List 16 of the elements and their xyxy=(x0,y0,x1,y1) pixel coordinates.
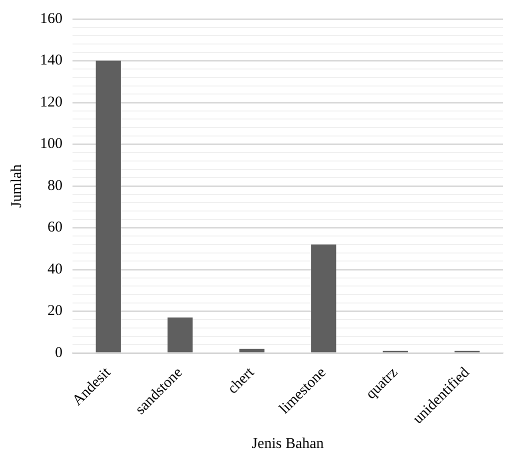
y-tick-label: 40 xyxy=(48,261,62,278)
y-tick-label: 160 xyxy=(40,10,62,27)
x-tick-label: chert xyxy=(224,364,258,398)
bar xyxy=(239,348,264,352)
x-axis-title: Jenis Bahan xyxy=(252,436,324,452)
y-tick-label: 0 xyxy=(55,344,62,361)
y-tick-label: 140 xyxy=(40,52,62,69)
y-tick-label: 20 xyxy=(48,303,62,320)
bar xyxy=(168,318,193,352)
y-tick-label: 100 xyxy=(40,136,62,152)
y-tick-label: 60 xyxy=(48,220,62,236)
bar xyxy=(96,60,121,352)
y-tick-label: 80 xyxy=(48,178,62,194)
y-tick-label: 120 xyxy=(40,94,62,110)
bar xyxy=(311,244,336,352)
y-axis-title: Jumlah xyxy=(8,164,25,208)
